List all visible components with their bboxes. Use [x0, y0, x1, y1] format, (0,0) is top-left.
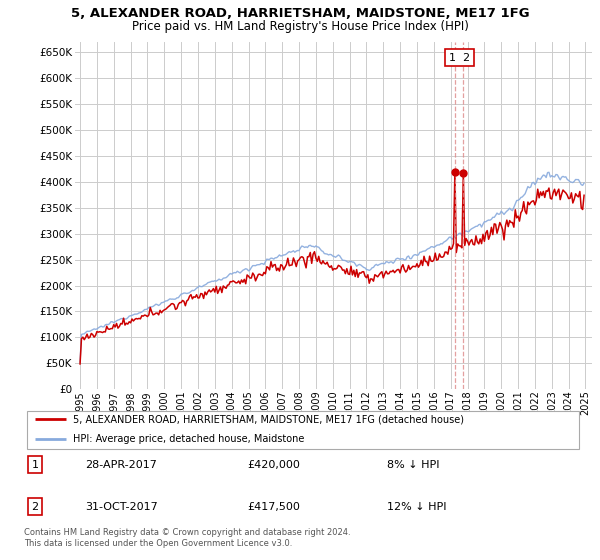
Text: 1: 1	[32, 460, 38, 470]
Text: 2: 2	[32, 502, 39, 512]
Text: 8% ↓ HPI: 8% ↓ HPI	[387, 460, 439, 470]
Text: 31-OCT-2017: 31-OCT-2017	[85, 502, 158, 512]
Text: Price paid vs. HM Land Registry's House Price Index (HPI): Price paid vs. HM Land Registry's House …	[131, 20, 469, 32]
Text: 1  2: 1 2	[449, 53, 470, 63]
Text: 5, ALEXANDER ROAD, HARRIETSHAM, MAIDSTONE, ME17 1FG (detached house): 5, ALEXANDER ROAD, HARRIETSHAM, MAIDSTON…	[73, 414, 464, 424]
Text: HPI: Average price, detached house, Maidstone: HPI: Average price, detached house, Maid…	[73, 434, 304, 444]
FancyBboxPatch shape	[27, 411, 579, 449]
Text: 12% ↓ HPI: 12% ↓ HPI	[387, 502, 446, 512]
Text: 5, ALEXANDER ROAD, HARRIETSHAM, MAIDSTONE, ME17 1FG: 5, ALEXANDER ROAD, HARRIETSHAM, MAIDSTON…	[71, 7, 529, 20]
Text: £420,000: £420,000	[247, 460, 300, 470]
Text: £417,500: £417,500	[247, 502, 300, 512]
Text: 28-APR-2017: 28-APR-2017	[85, 460, 157, 470]
Text: Contains HM Land Registry data © Crown copyright and database right 2024.
This d: Contains HM Land Registry data © Crown c…	[24, 528, 350, 548]
